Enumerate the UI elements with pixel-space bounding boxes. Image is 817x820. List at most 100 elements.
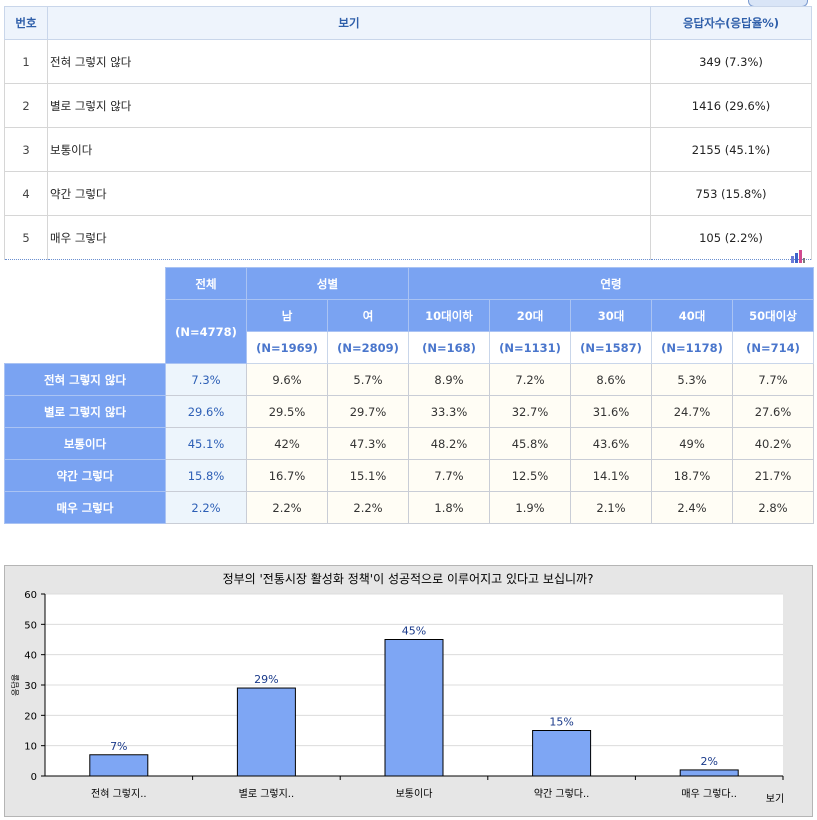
cross-row: 별로 그렇지 않다 29.6% 29.5% 29.7% 33.3% 32.7% 31.6% 2… (4, 395, 814, 428)
col-total-label: 전체 (165, 267, 247, 300)
x-tick-label: 보통이다 (396, 788, 433, 800)
options-table: 번호 보기 응답자수(응답율%) 1 전혀 그렇지 않다 349 (7.3%) 2 별로… (4, 6, 812, 260)
row-value: 24.7% (651, 395, 733, 428)
x-tick-label: 전혀 그렇지.. (91, 787, 147, 800)
row-total: 2.2% (165, 491, 247, 524)
option-number: 5 (4, 215, 48, 260)
row-value: 1.9% (489, 491, 571, 524)
y-tick-label: 0 (31, 772, 37, 783)
row-value: 33.3% (408, 395, 490, 428)
row-value: 27.6% (732, 395, 814, 428)
cross-row: 약간 그렇다 15.8% 16.7% 15.1% 7.7% 12.5% 14.1% 18.7%… (4, 459, 814, 492)
col-n: (N=714) (732, 331, 814, 364)
row-value: 40.2% (732, 427, 814, 460)
header-responses: 응답자수(응답율%) (650, 6, 812, 40)
row-total: 45.1% (165, 427, 247, 460)
col-n: (N=1587) (570, 331, 652, 364)
row-value: 18.7% (651, 459, 733, 492)
row-value: 2.2% (246, 491, 328, 524)
bar (236, 687, 296, 777)
row-value: 2.8% (732, 491, 814, 524)
y-axis-label: 응답율 (10, 674, 20, 696)
option-row: 4 약간 그렇다 753 (15.8%) (4, 171, 812, 216)
y-tick-label: 20 (24, 711, 37, 722)
option-responses: 1416 (29.6%) (650, 83, 812, 128)
row-value: 42% (246, 427, 328, 460)
option-text: 별로 그렇지 않다 (47, 83, 651, 128)
col-total-n: (N=4778) (165, 299, 247, 364)
row-value: 31.6% (570, 395, 652, 428)
cross-header-row-1: 전체 성별 연령 (4, 267, 814, 364)
y-tick-label: 60 (24, 590, 37, 601)
option-responses: 753 (15.8%) (650, 171, 812, 216)
option-row: 5 매우 그렇다 105 (2.2%) (4, 215, 812, 260)
chart-title: 정부의 '전통시장 활성화 정책'이 성공적으로 이루어지고 있다고 보십니까? (223, 571, 594, 586)
row-value: 14.1% (570, 459, 652, 492)
option-responses: 2155 (45.1%) (650, 127, 812, 172)
option-row: 2 별로 그렇지 않다 1416 (29.6%) (4, 83, 812, 128)
x-axis-label: 보기 (766, 793, 784, 805)
bar (679, 769, 739, 777)
y-tick-label: 10 (24, 742, 37, 753)
row-value: 12.5% (489, 459, 571, 492)
y-tick-label: 40 (24, 651, 37, 662)
option-responses: 349 (7.3%) (650, 39, 812, 84)
option-number: 2 (4, 83, 48, 128)
row-value: 2.2% (327, 491, 409, 524)
y-tick-label: 30 (24, 681, 37, 692)
row-value: 43.6% (570, 427, 652, 460)
row-value: 5.7% (327, 363, 409, 396)
chart-panel: 0 10 20 30 40 50 60 7% 전혀 그렇지.. 29% 별로 그렇지.. 45% 보통이… (4, 565, 813, 817)
cross-row: 전혀 그렇지 않다 7.3% 9.6% 5.7% 8.9% 7.2% 8.6% 5.3% 7.7… (4, 363, 814, 396)
bar (532, 730, 592, 777)
row-value: 8.6% (570, 363, 652, 396)
row-value: 49% (651, 427, 733, 460)
y-tick-label: 50 (24, 620, 37, 631)
corner-blank (4, 267, 166, 364)
bar-chart-icon[interactable] (790, 249, 806, 263)
option-text: 보통이다 (47, 127, 651, 172)
row-value: 2.4% (651, 491, 733, 524)
row-value: 16.7% (246, 459, 328, 492)
x-tick-label: 매우 그렇다.. (681, 787, 737, 800)
x-tick-label: 별로 그렇지.. (239, 787, 295, 800)
row-label: 별로 그렇지 않다 (4, 395, 166, 428)
col-n: (N=168) (408, 331, 490, 364)
row-label: 약간 그렇다 (4, 459, 166, 492)
row-value: 9.6% (246, 363, 328, 396)
option-number: 3 (4, 127, 48, 172)
option-row: 3 보통이다 2155 (45.1%) (4, 127, 812, 172)
header-option: 보기 (47, 6, 651, 40)
row-label: 전혀 그렇지 않다 (4, 363, 166, 396)
option-row: 1 전혀 그렇지 않다 349 (7.3%) (4, 39, 812, 84)
col-n: (N=1178) (651, 331, 733, 364)
row-value: 48.2% (408, 427, 490, 460)
bar-data-label: 45% (402, 625, 426, 638)
cross-row: 보통이다 45.1% 42% 47.3% 48.2% 45.8% 43.6% 49% 40.2% (4, 427, 814, 460)
bar (89, 754, 149, 777)
col-n: (N=2809) (327, 331, 409, 364)
row-value: 1.8% (408, 491, 490, 524)
row-value: 2.1% (570, 491, 652, 524)
row-value: 47.3% (327, 427, 409, 460)
row-value: 5.3% (651, 363, 733, 396)
row-label: 보통이다 (4, 427, 166, 460)
bar-chart: 0 10 20 30 40 50 60 7% 전혀 그렇지.. 29% 별로 그렇지.. 45% 보통이… (10, 571, 784, 805)
option-number: 4 (4, 171, 48, 216)
row-value: 29.5% (246, 395, 328, 428)
bar (384, 639, 444, 777)
row-total: 7.3% (165, 363, 247, 396)
row-value: 15.1% (327, 459, 409, 492)
col-label: 50대이상 (732, 299, 814, 332)
row-value: 21.7% (732, 459, 814, 492)
option-text: 전혀 그렇지 않다 (47, 39, 651, 84)
bar-data-label: 7% (110, 740, 127, 753)
col-label: 여 (327, 299, 409, 332)
bar-data-label: 15% (549, 716, 573, 729)
option-number: 1 (4, 39, 48, 84)
bar-data-label: 29% (254, 673, 278, 686)
row-label: 매우 그렇다 (4, 491, 166, 524)
row-total: 29.6% (165, 395, 247, 428)
cross-header-row-2: (N=4778) 남 여 10대이하 20대 30대 40대 50대이상 (5, 299, 814, 364)
cross-row: 매우 그렇다 2.2% 2.2% 2.2% 1.8% 1.9% 2.1% 2.4% 2.8% (4, 491, 814, 524)
